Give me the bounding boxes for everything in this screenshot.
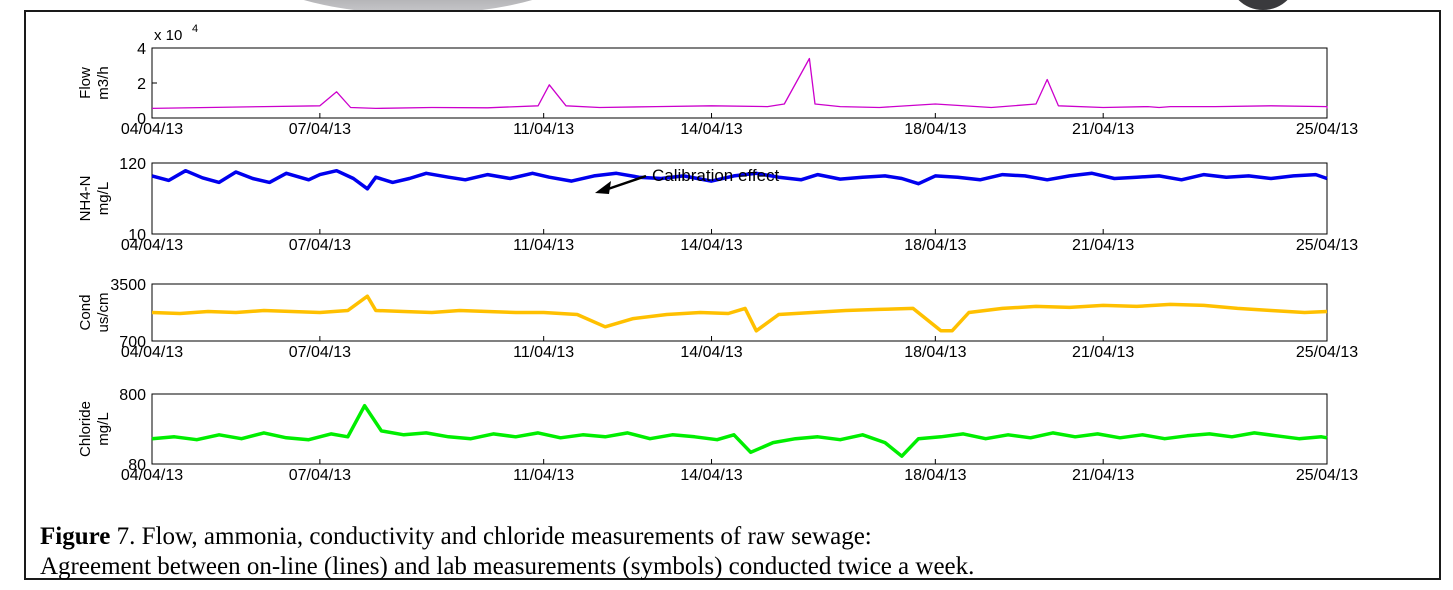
y-tick-label: 4	[137, 41, 146, 58]
x-tick-label: 25/04/13	[1296, 237, 1358, 254]
x-tick-label: 07/04/13	[289, 121, 351, 138]
y-axis-label: us/cm	[95, 292, 112, 332]
y-axis-label: Chloride	[77, 401, 94, 457]
x-tick-label: 14/04/13	[680, 237, 742, 254]
x-tick-label: 21/04/13	[1072, 121, 1134, 138]
x-tick-label: 07/04/13	[289, 344, 351, 361]
y-tick-label: 0	[137, 111, 146, 128]
x-tick-label: 11/04/13	[513, 467, 574, 484]
caption-line-1: . Flow, ammonia, conductivity and chlori…	[129, 523, 872, 550]
y-axis-label: mg/L	[95, 412, 112, 445]
y-tick-label: 3500	[110, 277, 146, 294]
y-tick-label: 700	[119, 334, 146, 351]
x-tick-label: 18/04/13	[904, 467, 966, 484]
y-axis-label: Flow	[77, 67, 94, 99]
data-series-nh4	[151, 168, 1328, 191]
x-tick-label: 14/04/13	[680, 121, 742, 138]
y-tick-label: 2	[137, 76, 146, 93]
axis-multiplier-exponent: 4	[192, 23, 198, 35]
y-tick-label: 120	[119, 156, 146, 173]
x-tick-label: 21/04/13	[1072, 237, 1134, 254]
x-tick-label: 07/04/13	[289, 237, 351, 254]
caption-number: 7	[116, 523, 130, 550]
caption-label: Figure	[40, 523, 111, 550]
annotation-arrowhead	[595, 181, 611, 194]
plot-area-frame	[151, 393, 1328, 465]
y-axis-label: mg/L	[95, 182, 112, 215]
x-tick-label: 04/04/13	[121, 237, 183, 254]
x-tick-label: 14/04/13	[680, 344, 742, 361]
data-series-chloride	[151, 403, 1328, 458]
axis-multiplier: x 10	[154, 27, 182, 44]
y-tick-label: 80	[128, 457, 146, 474]
x-tick-label: 25/04/13	[1296, 344, 1358, 361]
y-axis-label: m3/h	[95, 66, 112, 99]
y-axis-label: NH4-N	[77, 176, 94, 222]
x-tick-label: 07/04/13	[289, 467, 351, 484]
x-tick-label: 11/04/13	[513, 344, 574, 361]
x-tick-label: 04/04/13	[121, 467, 183, 484]
data-series-cond	[151, 294, 1328, 333]
data-series-flow	[151, 57, 1328, 110]
decorative-photo-fragment	[1228, 0, 1298, 10]
x-tick-label: 18/04/13	[904, 344, 966, 361]
annotation-arrow-shaft	[604, 174, 647, 192]
x-tick-label: 21/04/13	[1072, 344, 1134, 361]
figure-caption: Figure 7. Flow, ammonia, conductivity an…	[40, 522, 1420, 582]
plot-area-frame	[151, 47, 1328, 119]
x-tick-label: 11/04/13	[513, 237, 574, 254]
x-tick-label: 25/04/13	[1296, 467, 1358, 484]
x-tick-label: 18/04/13	[904, 121, 966, 138]
caption-line-2: Agreement between on-line (lines) and la…	[40, 553, 975, 580]
x-tick-label: 18/04/13	[904, 237, 966, 254]
x-tick-label: 21/04/13	[1072, 467, 1134, 484]
y-axis-label: Cond	[77, 295, 94, 331]
x-tick-label: 04/04/13	[121, 121, 183, 138]
y-tick-label: 800	[119, 387, 146, 404]
x-tick-label: 04/04/13	[121, 344, 183, 361]
plot-area-frame	[151, 162, 1328, 235]
x-tick-label: 25/04/13	[1296, 121, 1358, 138]
figure-frame	[24, 10, 1441, 580]
x-tick-label: 11/04/13	[513, 121, 574, 138]
x-tick-label: 14/04/13	[680, 467, 742, 484]
calibration-annotation: Calibration effect	[652, 166, 780, 185]
y-tick-label: 10	[128, 227, 146, 244]
